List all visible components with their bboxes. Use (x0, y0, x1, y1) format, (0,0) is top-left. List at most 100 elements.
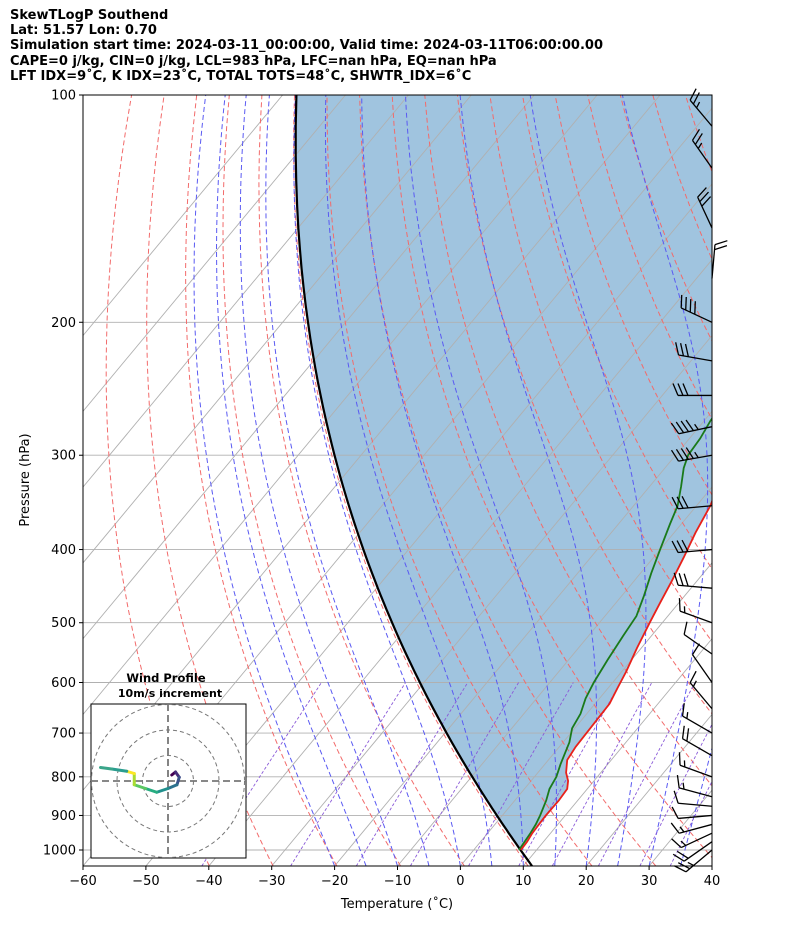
isotherm (711, 865, 712, 866)
dry-adiabat (489, 95, 712, 643)
dry-adiabat (587, 95, 712, 421)
wind-barb (671, 806, 713, 820)
dry-adiabat (258, 95, 465, 866)
x-axis-label: Temperature (˚C) (340, 896, 453, 912)
barb-staff (685, 849, 713, 873)
mixing-ratio-line (201, 682, 322, 866)
moist-adiabat (621, 95, 709, 866)
hodograph (91, 704, 246, 858)
moist-adiabat (293, 95, 461, 866)
wind-profile-inset: Wind Profile 10m/s increment (90, 671, 247, 859)
wind-barb (697, 187, 713, 229)
barb-half-flag (680, 840, 687, 846)
barb-flag (684, 343, 689, 357)
wind-barb (673, 572, 713, 589)
mixing-ratio-line (468, 682, 574, 866)
wind-barb (683, 621, 713, 655)
cape-cin-shading (295, 95, 712, 866)
barb-flag (691, 643, 701, 656)
axes: −60 −50 −40 −30 −20 −10 0 10 20 30 40 100 200 300 400 5… (43, 89, 720, 890)
barb-half-flag (694, 423, 699, 430)
barb-flag (675, 342, 680, 356)
mixing-ratio-line (639, 723, 712, 866)
wind-barb (676, 774, 713, 798)
wind-barbs (670, 88, 728, 873)
barb-flag (689, 88, 697, 101)
isotherm (83, 95, 283, 337)
moist-adiabat (215, 95, 367, 866)
mixing-ratio-line (551, 682, 653, 866)
barb-flag (676, 496, 684, 509)
x-tick-label: −40 (195, 874, 222, 889)
barb-flag (691, 128, 701, 141)
isotherm (397, 486, 712, 866)
x-tick-label: −10 (384, 874, 411, 889)
barb-flag (681, 725, 685, 739)
wind-barb (672, 383, 712, 397)
barb-staff (678, 787, 713, 798)
dry-adiabat (424, 95, 712, 787)
chart-header: SkewTLogP Southend Lat: 51.57 Lon: 0.70 … (10, 8, 603, 84)
dry-adiabat (456, 95, 712, 715)
y-tick-label: 600 (51, 676, 76, 691)
x-tick-label: −20 (321, 874, 348, 889)
barb-staff (678, 802, 713, 807)
barb-half-flag (679, 826, 685, 833)
barb-flag (697, 187, 707, 198)
barb-flag (673, 790, 679, 804)
wind-barb (671, 496, 713, 510)
wind-barb (678, 598, 713, 624)
wind-barb (711, 240, 728, 279)
dry-adiabat (391, 95, 712, 859)
barb-staff (678, 823, 713, 834)
isotherm (83, 95, 472, 564)
barb-flag (679, 343, 685, 357)
plot-area (83, 95, 794, 866)
barb-staff (683, 841, 713, 862)
mixing-ratio-line (410, 682, 519, 866)
barb-flag (685, 419, 694, 432)
moist-adiabat (405, 95, 557, 866)
barb-staff (680, 832, 713, 849)
dry-adiabat (522, 95, 712, 570)
dry-adiabat (293, 95, 529, 866)
hodograph-segment (110, 767, 129, 773)
x-tick-label: 40 (704, 874, 721, 889)
isotherm (83, 95, 409, 488)
barb-flag (671, 496, 679, 510)
barb-flag (672, 853, 685, 862)
barb-flag (680, 448, 689, 460)
y-tick-label: 700 (51, 727, 76, 742)
barb-half-flag (682, 782, 685, 790)
barb-staff (679, 764, 713, 778)
parcel-profile-line (294, 95, 533, 866)
moist-adiabat (361, 95, 524, 866)
wind-barb (681, 703, 713, 734)
dry-adiabat (359, 95, 657, 866)
x-tick-label: −50 (132, 874, 159, 889)
barb-flag (678, 752, 681, 766)
wind-barb (675, 342, 713, 362)
barb-half-flag (695, 101, 701, 109)
barb-half-flag (692, 680, 697, 687)
wind-barb (691, 643, 713, 683)
barb-flag (672, 383, 679, 396)
y-tick-label: 400 (51, 543, 76, 558)
barb-staff (678, 548, 713, 554)
barb-staff (689, 682, 713, 710)
barb-staff (682, 715, 713, 734)
isotherm (83, 95, 346, 413)
x-tick-label: 10 (515, 874, 532, 889)
inset-title: Wind Profile (126, 671, 206, 685)
barb-flag (683, 621, 688, 635)
y-tick-label: 100 (51, 89, 76, 104)
barb-flag (689, 299, 692, 313)
dry-adiabat (751, 95, 794, 866)
barb-flag (701, 196, 712, 207)
barb-staff (678, 454, 713, 462)
isotherm (522, 637, 712, 866)
barb-staff (691, 654, 713, 683)
wind-barb (691, 128, 713, 169)
isotherm (271, 334, 712, 866)
